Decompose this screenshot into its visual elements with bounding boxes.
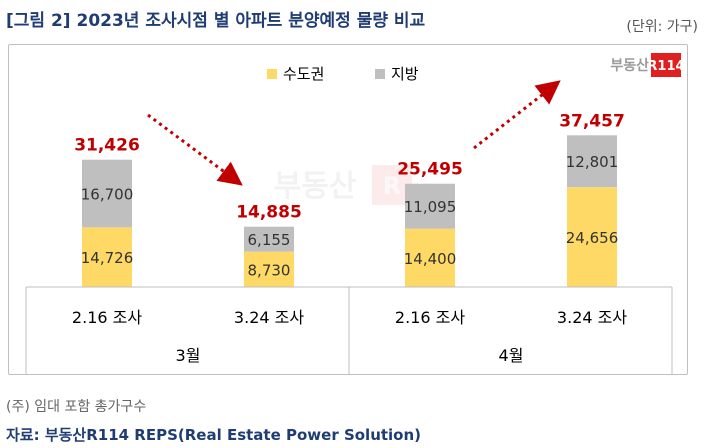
logo-text: 부동산 <box>610 57 649 74</box>
legend-label-1: 지방 <box>391 65 419 83</box>
total-label-1: 14,885 <box>236 203 302 223</box>
category-label-3: 3.24 조사 <box>557 308 627 327</box>
bar-1-0 <box>82 159 132 228</box>
bar-0-0 <box>82 227 132 287</box>
logo-badge <box>651 53 681 77</box>
logo-badge-text: R114 <box>647 59 684 74</box>
category-label-1: 3.24 조사 <box>234 308 304 327</box>
value-label-1-0: 16,700 <box>81 186 134 204</box>
total-label-3: 37,457 <box>559 111 625 131</box>
value-label-0-3: 24,656 <box>566 229 619 247</box>
value-label-1-3: 12,801 <box>566 153 619 171</box>
value-label-1-2: 11,095 <box>404 198 457 216</box>
footnote: (주) 임대 포함 총가구수 <box>6 399 147 415</box>
trend-arrow-march <box>147 113 243 186</box>
bar-1-3 <box>567 135 617 188</box>
value-label-0-1: 8,730 <box>248 261 291 279</box>
bar-1-1 <box>244 226 294 252</box>
value-label-0-2: 14,400 <box>404 250 457 268</box>
value-label-1-1: 6,155 <box>248 231 291 249</box>
legend-swatch-1 <box>375 69 385 79</box>
trend-arrow-april <box>473 80 561 150</box>
chart-title: [그림 2] 2023년 조사시점 별 아파트 분양예정 물량 비교 <box>6 11 426 31</box>
watermark-text: 부동산 <box>274 169 357 204</box>
chart-frame <box>8 44 688 375</box>
bar-0-1 <box>244 251 294 287</box>
bar-1-2 <box>405 183 455 229</box>
group-label-0: 3월 <box>176 346 201 365</box>
total-label-0: 31,426 <box>74 136 140 156</box>
source-line: 자료: 부동산R114 REPS(Real Estate Power Solut… <box>6 426 422 444</box>
unit-label: (단위: 가구) <box>626 19 698 35</box>
group-label-1: 4월 <box>499 346 524 365</box>
total-label-2: 25,495 <box>397 160 463 180</box>
category-label-2: 2.16 조사 <box>395 308 465 327</box>
category-label-0: 2.16 조사 <box>72 308 142 327</box>
legend-label-0: 수도권 <box>283 65 324 83</box>
value-label-0-0: 14,726 <box>81 249 134 267</box>
watermark-badge-letter: R <box>383 172 401 200</box>
legend-swatch-0 <box>267 69 277 79</box>
bar-0-3 <box>567 187 617 287</box>
bar-0-2 <box>405 228 455 287</box>
